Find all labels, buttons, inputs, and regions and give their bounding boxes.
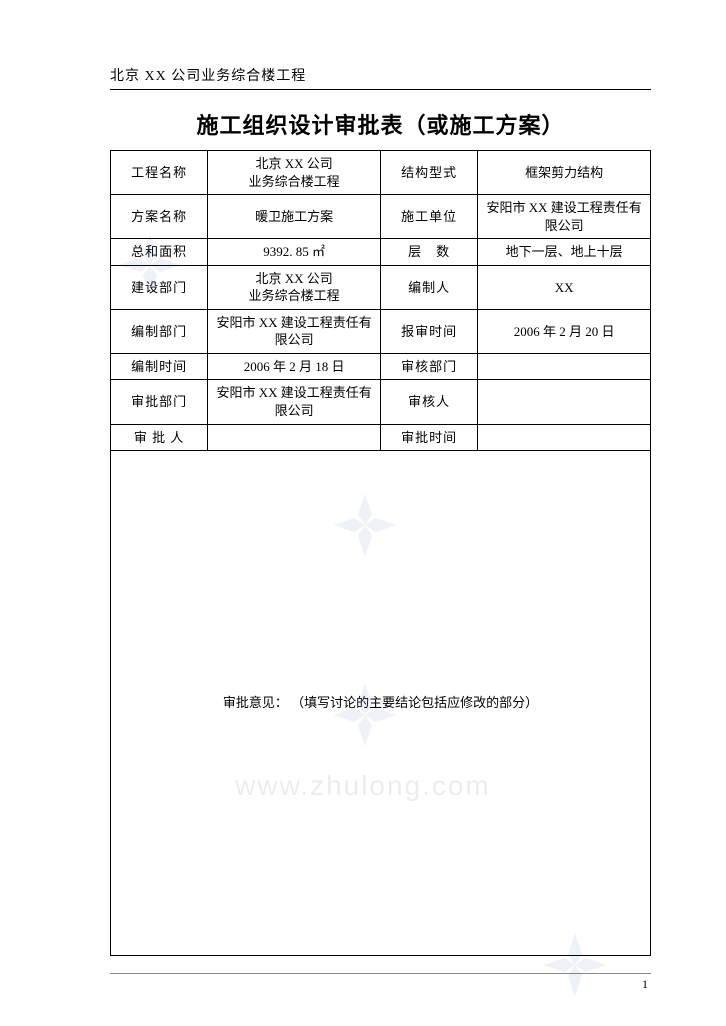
text: 限公司: [275, 332, 314, 347]
value-approve-dept: 安阳市 XX 建设工程责任有 限公司: [208, 380, 381, 424]
label-approve-dept: 审批部门: [111, 380, 208, 424]
label-construction-unit: 施工单位: [380, 195, 477, 239]
label-total-area: 总和面积: [111, 239, 208, 266]
document-title: 施工组织设计审批表（或施工方案）: [110, 108, 651, 140]
value-total-area: 9392. 85 ㎡: [208, 239, 381, 266]
opinion-hint: （填写讨论的主要结论包括应修改的部分）: [291, 695, 538, 710]
approval-form-table: 工程名称 北京 XX 公司 业务综合楼工程 结构型式 框架剪力结构 方案名称 暖…: [110, 150, 651, 956]
value-construction-unit: 安阳市 XX 建设工程责任有 限公司: [478, 195, 651, 239]
value-build-dept: 北京 XX 公司 业务综合楼工程: [208, 265, 381, 309]
footer-rule: [110, 973, 651, 974]
label-build-dept: 建设部门: [111, 265, 208, 309]
value-review-dept: [478, 353, 651, 380]
label-approver: 审 批 人: [111, 424, 208, 451]
text: 限公司: [275, 403, 314, 418]
label-project-name: 工程名称: [111, 151, 208, 195]
label-approve-time: 审批时间: [380, 424, 477, 451]
label-review-dept: 审核部门: [380, 353, 477, 380]
value-plan-name: 暖卫施工方案: [208, 195, 381, 239]
label-compiler: 编制人: [380, 265, 477, 309]
page-number: 1: [642, 977, 648, 992]
value-reviewer: [478, 380, 651, 424]
label-opinion: 审批意见：: [223, 695, 288, 710]
value-approve-time: [478, 424, 651, 451]
text: 安阳市 XX 建设工程责任有: [216, 315, 371, 330]
label-plan-name: 方案名称: [111, 195, 208, 239]
text: 安阳市 XX 建设工程责任有: [486, 200, 641, 215]
value-compile-dept: 安阳市 XX 建设工程责任有 限公司: [208, 309, 381, 353]
value-structure-type: 框架剪力结构: [478, 151, 651, 195]
label-reviewer: 审核人: [380, 380, 477, 424]
text: 限公司: [545, 218, 584, 233]
value-submit-time: 2006 年 2 月 20 日: [478, 309, 651, 353]
document-header: 北京 XX 公司业务综合楼工程: [110, 65, 651, 90]
text: 业务综合楼工程: [249, 288, 340, 303]
text: 安阳市 XX 建设工程责任有: [216, 385, 371, 400]
value-compile-time: 2006 年 2 月 18 日: [208, 353, 381, 380]
label-compile-time: 编制时间: [111, 353, 208, 380]
label-submit-time: 报审时间: [380, 309, 477, 353]
text: 业务综合楼工程: [249, 174, 340, 189]
label-structure-type: 结构型式: [380, 151, 477, 195]
label-compile-dept: 编制部门: [111, 309, 208, 353]
value-compiler: XX: [478, 265, 651, 309]
opinion-cell: 审批意见： （填写讨论的主要结论包括应修改的部分）: [111, 451, 651, 956]
text: 北京 XX 公司: [255, 156, 332, 171]
value-project-name: 北京 XX 公司 业务综合楼工程: [208, 151, 381, 195]
value-floors: 地下一层、地上十层: [478, 239, 651, 266]
label-floors: 层 数: [380, 239, 477, 266]
value-approver: [208, 424, 381, 451]
text: 北京 XX 公司: [255, 271, 332, 286]
